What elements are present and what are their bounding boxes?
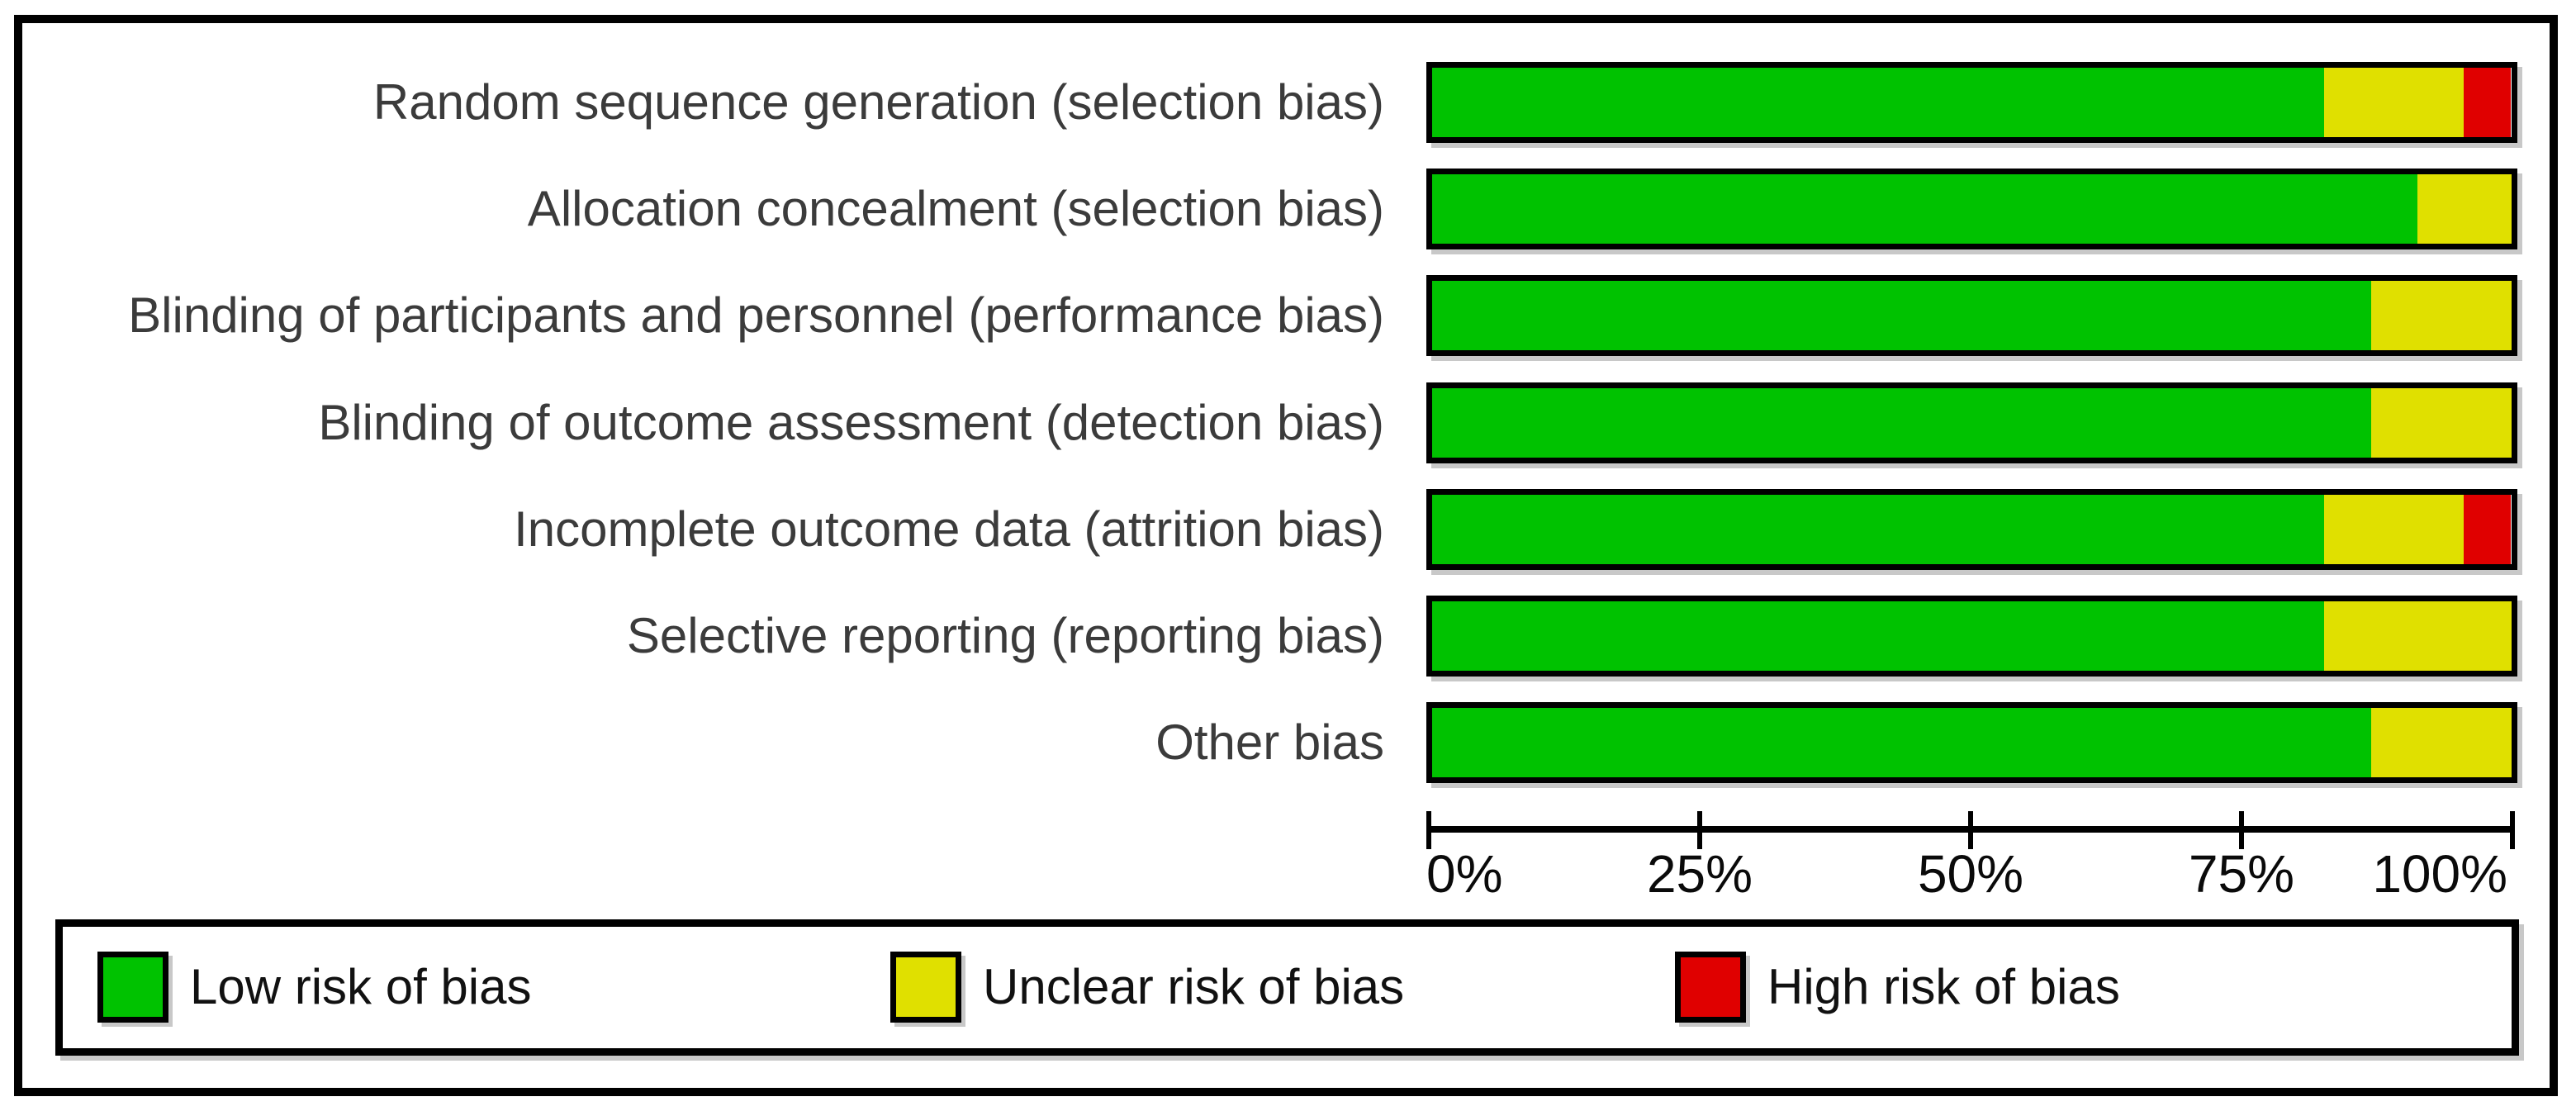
segment-low-risk-of-bias	[1432, 68, 2324, 137]
row-label-blinding-of-participants-and-personnel-performance-bias: Blinding of participants and personnel (…	[128, 287, 1384, 343]
legend-swatch-low-risk-of-bias	[97, 952, 168, 1023]
legend-item-high-risk-of-bias: High risk of bias	[1675, 952, 2120, 1023]
bar-blinding-of-participants-and-personnel-performance-bias	[1426, 275, 2517, 356]
legend-item-unclear-risk-of-bias: Unclear risk of bias	[890, 952, 1404, 1023]
x-axis-tick-50	[1968, 811, 1973, 849]
bar-incomplete-outcome-data-attrition-bias	[1426, 489, 2517, 570]
x-axis-tick-label-100: 100%	[2372, 844, 2507, 904]
x-axis-tick-label-50: 50%	[1917, 844, 2024, 904]
legend-label-high-risk-of-bias: High risk of bias	[1767, 959, 2120, 1014]
bar-random-sequence-generation-selection-bias	[1426, 62, 2517, 143]
segment-high-risk-of-bias	[2464, 68, 2511, 137]
row-label-other-bias: Other bias	[1155, 715, 1384, 770]
segment-high-risk-of-bias	[2464, 495, 2511, 564]
segment-unclear-risk-of-bias	[2323, 601, 2512, 671]
segment-low-risk-of-bias	[1432, 708, 2372, 777]
x-axis-tick-100	[2510, 811, 2515, 849]
legend-box	[55, 919, 2519, 1056]
segment-low-risk-of-bias	[1432, 281, 2372, 350]
bar-blinding-of-outcome-assessment-detection-bias	[1426, 382, 2517, 463]
x-axis-tick-label-75: 75%	[2188, 844, 2295, 904]
x-axis-tick-label-25: 25%	[1646, 844, 1753, 904]
legend-label-unclear-risk-of-bias: Unclear risk of bias	[983, 959, 1405, 1014]
bar-selective-reporting-reporting-bias	[1426, 596, 2517, 677]
row-label-incomplete-outcome-data-attrition-bias: Incomplete outcome data (attrition bias)	[514, 501, 1384, 557]
bar-allocation-concealment-selection-bias	[1426, 169, 2517, 249]
segment-unclear-risk-of-bias	[2371, 388, 2512, 458]
row-label-blinding-of-outcome-assessment-detection-bias: Blinding of outcome assessment (detectio…	[318, 395, 1384, 450]
segment-unclear-risk-of-bias	[2323, 495, 2465, 564]
legend-swatch-high-risk-of-bias	[1675, 952, 1746, 1023]
row-label-allocation-concealment-selection-bias: Allocation concealment (selection bias)	[527, 181, 1384, 236]
legend-swatch-unclear-risk-of-bias	[890, 952, 961, 1023]
segment-unclear-risk-of-bias	[2417, 174, 2512, 244]
bar-other-bias	[1426, 702, 2517, 783]
segment-unclear-risk-of-bias	[2371, 281, 2512, 350]
segment-low-risk-of-bias	[1432, 388, 2372, 458]
segment-low-risk-of-bias	[1432, 495, 2324, 564]
x-axis-tick-75	[2239, 811, 2244, 849]
segment-unclear-risk-of-bias	[2323, 68, 2465, 137]
row-label-selective-reporting-reporting-bias: Selective reporting (reporting bias)	[626, 608, 1384, 663]
x-axis-tick-25	[1697, 811, 1702, 849]
legend-label-low-risk-of-bias: Low risk of bias	[190, 959, 532, 1014]
row-label-random-sequence-generation-selection-bias: Random sequence generation (selection bi…	[372, 74, 1384, 130]
x-axis-tick-label-0: 0%	[1426, 844, 1503, 904]
legend-item-low-risk-of-bias: Low risk of bias	[97, 952, 532, 1023]
segment-low-risk-of-bias	[1432, 174, 2418, 244]
segment-low-risk-of-bias	[1432, 601, 2324, 671]
x-axis-tick-0	[1426, 811, 1431, 849]
segment-unclear-risk-of-bias	[2371, 708, 2512, 777]
